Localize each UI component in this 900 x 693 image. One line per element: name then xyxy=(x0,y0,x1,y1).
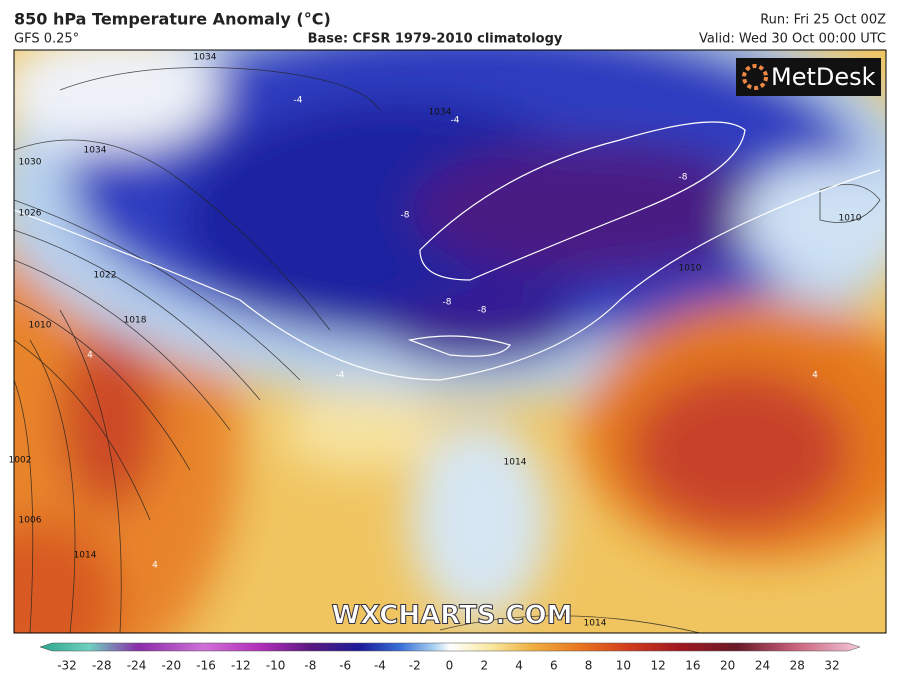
colorbar-label: -2 xyxy=(409,659,421,673)
contour-label: -4 xyxy=(294,96,303,106)
base: Base: CFSR 1979-2010 climatology xyxy=(308,32,563,47)
colorbar-label: -6 xyxy=(339,659,351,673)
colorbar-label: -8 xyxy=(304,659,316,673)
map-frame xyxy=(13,49,887,634)
logo: MetDesk xyxy=(771,63,876,91)
contour-label: 1014 xyxy=(504,458,527,468)
contour-label: -8 xyxy=(443,298,452,308)
contour-label: -8 xyxy=(401,211,410,221)
contour-label: 1022 xyxy=(94,271,117,281)
watermark: WXCHARTS.COM xyxy=(331,601,572,631)
contour-label: 1034 xyxy=(429,108,452,118)
colorbar-label: 0 xyxy=(446,659,454,673)
colorbar-label: 20 xyxy=(720,659,735,673)
contour-label: 1034 xyxy=(194,53,217,63)
colorbar-label: -20 xyxy=(162,659,182,673)
colorbar-label: -28 xyxy=(92,659,112,673)
valid: Valid: Wed 30 Oct 00:00 UTC xyxy=(699,32,886,47)
contour-label: 1006 xyxy=(19,516,42,526)
contour-label: 1010 xyxy=(29,321,52,331)
colorbar-label: -32 xyxy=(57,659,77,673)
colorbar-label: 12 xyxy=(650,659,665,673)
colorbar-label: -16 xyxy=(196,659,216,673)
contour-label: 1014 xyxy=(584,619,607,629)
contour-label: 1018 xyxy=(124,316,147,326)
colorbar-label: 2 xyxy=(480,659,488,673)
contour-label: -4 xyxy=(336,371,345,381)
contour-label: 1010 xyxy=(839,214,862,224)
colorbar-label: 28 xyxy=(790,659,805,673)
contour-label: 1034 xyxy=(84,146,107,156)
colorbar-label: 6 xyxy=(550,659,558,673)
contour-label: 4 xyxy=(812,371,818,381)
logo-icon xyxy=(742,64,768,90)
contour-label: 1014 xyxy=(74,551,97,561)
colorbar xyxy=(39,642,861,652)
contour-label: 4 xyxy=(87,351,93,361)
colorbar-label: 10 xyxy=(616,659,631,673)
subtitle: GFS 0.25° xyxy=(14,32,79,47)
contour-label: 4 xyxy=(152,561,158,571)
colorbar-label: -10 xyxy=(266,659,286,673)
contour-label: -8 xyxy=(478,306,487,316)
colorbar-label: 4 xyxy=(515,659,523,673)
contour-label: 1002 xyxy=(9,456,32,466)
title: 850 hPa Temperature Anomaly (°C) xyxy=(14,10,331,29)
contour-label: 1010 xyxy=(679,264,702,274)
colorbar-label: -4 xyxy=(374,659,386,673)
colorbar-label: 8 xyxy=(585,659,593,673)
contour-label: 1026 xyxy=(19,209,42,219)
logo-box xyxy=(736,58,881,96)
colorbar-label: -24 xyxy=(127,659,147,673)
contour-label: 1030 xyxy=(19,158,42,168)
colorbar-label: -12 xyxy=(231,659,251,673)
colorbar-label: 16 xyxy=(685,659,700,673)
contour-label: -4 xyxy=(451,116,460,126)
colorbar-label: 24 xyxy=(755,659,770,673)
colorbar-label: 32 xyxy=(824,659,839,673)
run: Run: Fri 25 Oct 00Z xyxy=(760,13,886,28)
contour-label: -8 xyxy=(679,173,688,183)
